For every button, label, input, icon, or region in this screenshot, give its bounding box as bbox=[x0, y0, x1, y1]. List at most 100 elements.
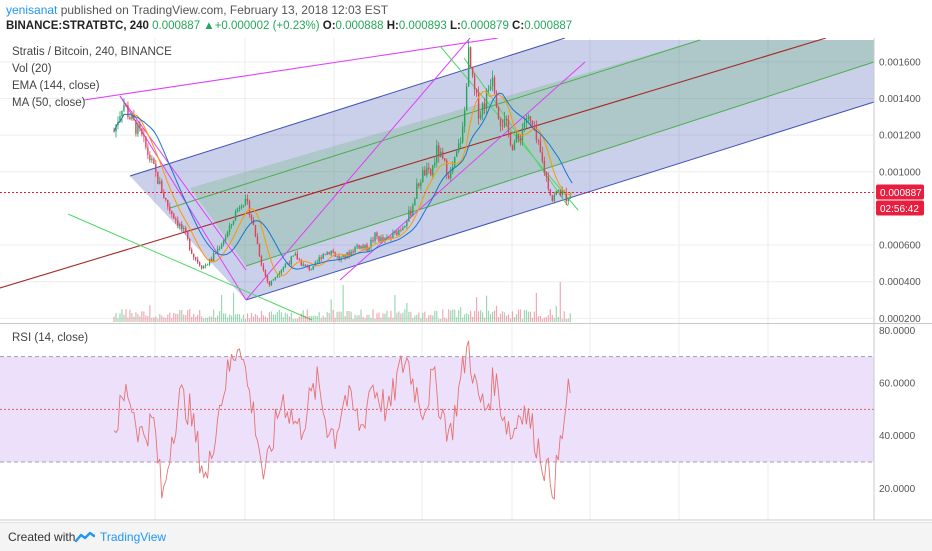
volume-bar bbox=[370, 318, 372, 322]
candle-body bbox=[252, 219, 255, 226]
candle-body bbox=[509, 132, 512, 146]
candle-body bbox=[384, 238, 386, 241]
candle-body bbox=[206, 264, 209, 266]
volume-bar bbox=[336, 311, 338, 322]
volume-bar bbox=[197, 315, 199, 322]
volume-bar bbox=[300, 313, 302, 322]
candle-body bbox=[141, 128, 143, 135]
candle-body bbox=[491, 77, 494, 87]
volume-bar bbox=[448, 309, 450, 322]
candle-body bbox=[187, 232, 189, 239]
chart-area[interactable]: OctNovDec2018FebMarAprMay0.0016000.00140… bbox=[0, 38, 932, 522]
volume-bar bbox=[141, 311, 143, 322]
candle-body bbox=[362, 245, 364, 249]
volume-bar bbox=[462, 317, 464, 322]
volume-bar bbox=[464, 314, 466, 322]
volume-bar bbox=[135, 312, 137, 322]
high-label: H: bbox=[386, 20, 399, 32]
last-price-tag-label: 0.000887 bbox=[880, 188, 922, 199]
volume-bar bbox=[474, 310, 476, 322]
volume-bar bbox=[382, 313, 384, 322]
volume-bar bbox=[440, 318, 442, 322]
created-with-text: Created with bbox=[8, 530, 76, 544]
tradingview-brand-link[interactable]: TradingView bbox=[100, 530, 167, 544]
legend-rsi[interactable]: RSI (14, close) bbox=[12, 332, 89, 344]
volume-bar bbox=[149, 305, 151, 322]
candle-body bbox=[330, 250, 332, 255]
volume-bar bbox=[304, 315, 306, 322]
candle-body bbox=[358, 245, 360, 249]
volume-bar bbox=[191, 316, 193, 322]
volume-bar bbox=[565, 318, 567, 322]
candle-body bbox=[543, 161, 546, 173]
candle-body bbox=[448, 175, 450, 179]
candle-body bbox=[236, 208, 239, 212]
volume-bar bbox=[338, 311, 340, 322]
candle-body bbox=[507, 120, 510, 133]
volume-bar bbox=[354, 314, 356, 322]
volume-bar bbox=[358, 315, 360, 322]
candle-body bbox=[332, 250, 334, 253]
legend-ema[interactable]: EMA (144, close) bbox=[12, 80, 100, 92]
volume-bar bbox=[131, 312, 133, 322]
author-link[interactable]: yenisanat bbox=[6, 3, 58, 17]
volume-bar bbox=[288, 316, 290, 322]
candle-body bbox=[555, 191, 557, 195]
candle-body bbox=[424, 170, 426, 176]
volume-bar bbox=[169, 312, 171, 322]
volume-bar bbox=[456, 317, 458, 322]
candle-body bbox=[177, 220, 179, 226]
candle-body bbox=[455, 151, 458, 157]
candle-body bbox=[463, 110, 466, 127]
volume-bar bbox=[147, 316, 149, 322]
candle-body bbox=[254, 225, 257, 237]
y-tick-label: 0.001000 bbox=[879, 167, 921, 178]
volume-bar bbox=[284, 312, 286, 322]
volume-bar bbox=[521, 318, 524, 322]
legend-ma[interactable]: MA (50, close) bbox=[12, 97, 86, 109]
volume-bar bbox=[236, 313, 239, 322]
volume-bar bbox=[324, 317, 326, 322]
candle-body bbox=[392, 233, 394, 238]
candle-body bbox=[366, 244, 368, 251]
volume-bar bbox=[366, 314, 368, 322]
volume-bar bbox=[207, 317, 209, 322]
volume-bar bbox=[493, 310, 496, 322]
volume-bar bbox=[368, 314, 370, 322]
candle-body bbox=[390, 237, 392, 239]
volume-bar bbox=[390, 310, 392, 322]
volume-bar bbox=[491, 311, 494, 322]
symbol-label[interactable]: BINANCE:STRATBTC, 240 bbox=[6, 20, 149, 32]
legend-title[interactable]: Stratis / Bitcoin, 240, BINANCE bbox=[12, 46, 172, 58]
volume-bar bbox=[561, 318, 563, 322]
volume-bar bbox=[531, 317, 533, 322]
volume-bar bbox=[294, 318, 296, 322]
candle-body bbox=[318, 257, 320, 262]
legend-vol[interactable]: Vol (20) bbox=[12, 63, 52, 75]
drawing-channels[interactable] bbox=[0, 38, 875, 321]
volume-bar bbox=[228, 314, 231, 322]
candle-body bbox=[278, 273, 281, 276]
volume-bar bbox=[360, 309, 362, 322]
candle-body bbox=[344, 254, 346, 259]
volume-bar bbox=[364, 318, 366, 322]
candle-body bbox=[342, 254, 344, 258]
volume-bar bbox=[547, 315, 549, 322]
volume-bar bbox=[222, 313, 225, 322]
volume-bar bbox=[348, 310, 350, 322]
volume-bar bbox=[549, 309, 551, 322]
volume-bar bbox=[280, 312, 282, 322]
candle-body bbox=[234, 211, 237, 221]
candle-body bbox=[545, 172, 548, 177]
close-value: 0.000887 bbox=[524, 20, 573, 32]
volume-bar bbox=[517, 309, 520, 322]
candle-body bbox=[402, 227, 404, 230]
candle-body bbox=[416, 183, 418, 199]
volume-bar bbox=[499, 313, 502, 322]
candle-body bbox=[189, 238, 191, 250]
candle-body bbox=[167, 199, 169, 207]
candle-body bbox=[414, 198, 416, 206]
volume-bar bbox=[436, 310, 438, 322]
candle-body bbox=[515, 134, 518, 143]
volume-bar bbox=[322, 315, 324, 322]
